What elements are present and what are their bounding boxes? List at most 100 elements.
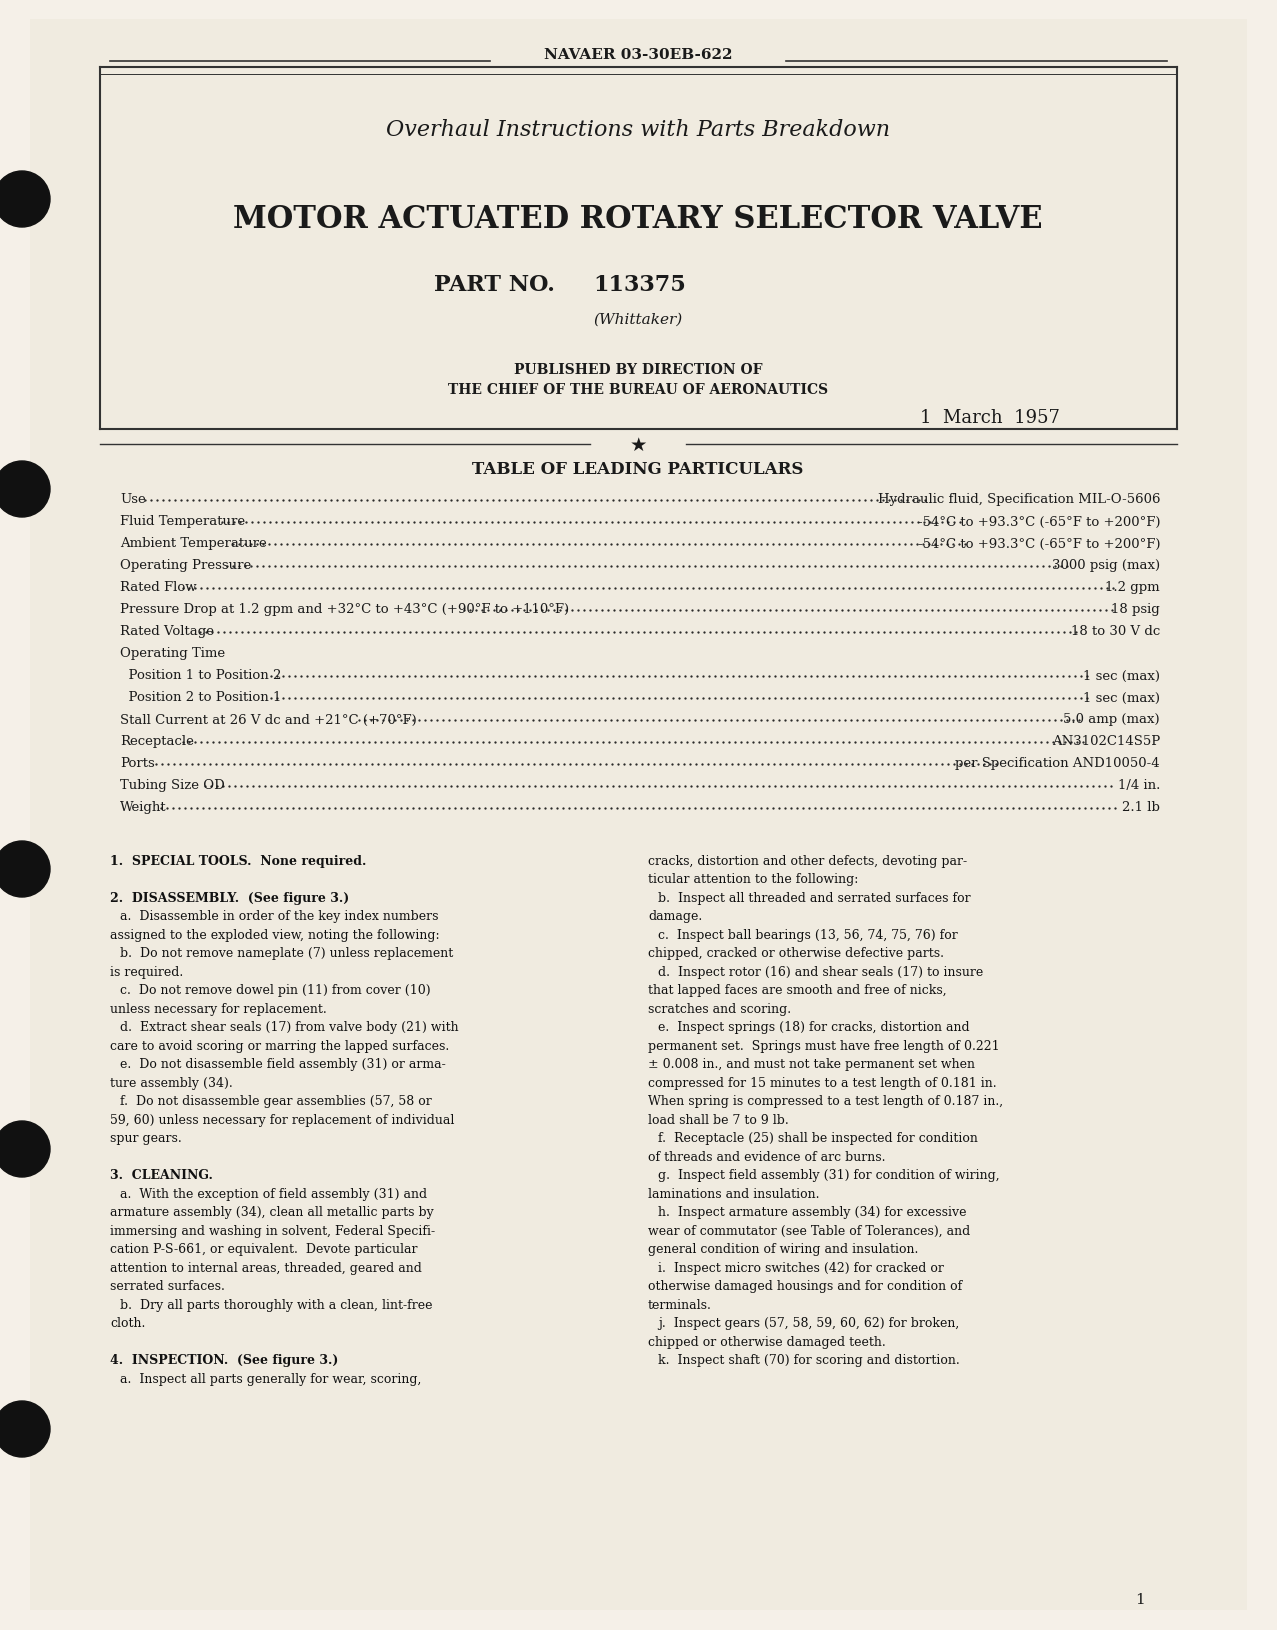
Text: Weight: Weight <box>120 800 166 813</box>
Text: 1 sec (max): 1 sec (max) <box>1083 668 1160 681</box>
Text: Operating Pressure: Operating Pressure <box>120 559 252 572</box>
Text: c.  Inspect ball bearings (13, 56, 74, 75, 76) for: c. Inspect ball bearings (13, 56, 74, 75… <box>659 929 958 942</box>
Text: ture assembly (34).: ture assembly (34). <box>110 1076 232 1089</box>
Text: PUBLISHED BY DIRECTION OF: PUBLISHED BY DIRECTION OF <box>513 363 762 377</box>
Text: permanent set.  Springs must have free length of 0.221: permanent set. Springs must have free le… <box>647 1040 1000 1053</box>
Text: Operating Time: Operating Time <box>120 647 225 660</box>
Text: f.  Receptacle (25) shall be inspected for condition: f. Receptacle (25) shall be inspected fo… <box>659 1131 978 1144</box>
Text: ± 0.008 in., and must not take permanent set when: ± 0.008 in., and must not take permanent… <box>647 1058 976 1071</box>
Circle shape <box>0 1121 50 1177</box>
Text: Ambient Temperature: Ambient Temperature <box>120 538 267 551</box>
Text: 1/4 in.: 1/4 in. <box>1117 779 1160 792</box>
Circle shape <box>0 171 50 228</box>
Text: a.  With the exception of field assembly (31) and: a. With the exception of field assembly … <box>120 1187 428 1200</box>
Text: attention to internal areas, threaded, geared and: attention to internal areas, threaded, g… <box>110 1262 421 1275</box>
Text: chipped, cracked or otherwise defective parts.: chipped, cracked or otherwise defective … <box>647 947 944 960</box>
Text: Position 1 to Position 2: Position 1 to Position 2 <box>120 668 281 681</box>
Text: 3.  CLEANING.: 3. CLEANING. <box>110 1169 213 1182</box>
Text: 1.  SPECIAL TOOLS.  None required.: 1. SPECIAL TOOLS. None required. <box>110 854 366 867</box>
Text: b.  Do not remove nameplate (7) unless replacement: b. Do not remove nameplate (7) unless re… <box>120 947 453 960</box>
Text: -54°C to +93.3°C (-65°F to +200°F): -54°C to +93.3°C (-65°F to +200°F) <box>917 515 1160 528</box>
Text: Rated Flow: Rated Flow <box>120 582 197 595</box>
Text: Position 2 to Position 1: Position 2 to Position 1 <box>120 691 281 704</box>
Text: cloth.: cloth. <box>110 1317 146 1330</box>
Text: Tubing Size OD: Tubing Size OD <box>120 779 225 792</box>
Text: 2.1 lb: 2.1 lb <box>1122 800 1160 813</box>
Text: k.  Inspect shaft (70) for scoring and distortion.: k. Inspect shaft (70) for scoring and di… <box>659 1353 960 1366</box>
Text: 18 to 30 V dc: 18 to 30 V dc <box>1070 626 1160 637</box>
Text: compressed for 15 minutes to a test length of 0.181 in.: compressed for 15 minutes to a test leng… <box>647 1076 996 1089</box>
Text: b.  Inspect all threaded and serrated surfaces for: b. Inspect all threaded and serrated sur… <box>659 892 971 905</box>
Text: Overhaul Instructions with Parts Breakdown: Overhaul Instructions with Parts Breakdo… <box>386 119 890 140</box>
Text: TABLE OF LEADING PARTICULARS: TABLE OF LEADING PARTICULARS <box>472 461 803 478</box>
Text: Stall Current at 26 V dc and +21°C (+70°F): Stall Current at 26 V dc and +21°C (+70°… <box>120 712 416 725</box>
Text: Pressure Drop at 1.2 gpm and +32°C to +43°C (+90°F to +110°F): Pressure Drop at 1.2 gpm and +32°C to +4… <box>120 603 570 616</box>
Text: 4.  INSPECTION.  (See figure 3.): 4. INSPECTION. (See figure 3.) <box>110 1353 338 1366</box>
Text: terminals.: terminals. <box>647 1297 711 1311</box>
Text: otherwise damaged housings and for condition of: otherwise damaged housings and for condi… <box>647 1280 963 1293</box>
Text: 1 sec (max): 1 sec (max) <box>1083 691 1160 704</box>
Text: ticular attention to the following:: ticular attention to the following: <box>647 874 858 887</box>
Circle shape <box>0 841 50 898</box>
Text: 2.  DISASSEMBLY.  (See figure 3.): 2. DISASSEMBLY. (See figure 3.) <box>110 892 349 905</box>
Text: c.  Do not remove dowel pin (11) from cover (10): c. Do not remove dowel pin (11) from cov… <box>120 985 432 998</box>
Text: Use: Use <box>120 494 146 507</box>
Text: a.  Disassemble in order of the key index numbers: a. Disassemble in order of the key index… <box>120 910 439 923</box>
Text: 59, 60) unless necessary for replacement of individual: 59, 60) unless necessary for replacement… <box>110 1113 455 1126</box>
Text: g.  Inspect field assembly (31) for condition of wiring,: g. Inspect field assembly (31) for condi… <box>659 1169 1000 1182</box>
Text: Hydraulic fluid, Specification MIL-O-5606: Hydraulic fluid, Specification MIL-O-560… <box>877 494 1160 507</box>
Text: of threads and evidence of arc burns.: of threads and evidence of arc burns. <box>647 1151 885 1164</box>
Text: spur gears.: spur gears. <box>110 1131 181 1144</box>
Text: 113375: 113375 <box>594 274 686 295</box>
Text: b.  Dry all parts thoroughly with a clean, lint-free: b. Dry all parts thoroughly with a clean… <box>120 1297 433 1311</box>
Text: ★: ★ <box>630 435 646 455</box>
Text: unless necessary for replacement.: unless necessary for replacement. <box>110 1002 327 1015</box>
Text: per Specification AND10050-4: per Specification AND10050-4 <box>955 756 1160 769</box>
Text: assigned to the exploded view, noting the following:: assigned to the exploded view, noting th… <box>110 929 439 942</box>
Text: 1  March  1957: 1 March 1957 <box>921 409 1060 427</box>
Text: -54°C to +93.3°C (-65°F to +200°F): -54°C to +93.3°C (-65°F to +200°F) <box>917 538 1160 551</box>
Text: laminations and insulation.: laminations and insulation. <box>647 1187 820 1200</box>
Circle shape <box>0 461 50 518</box>
Text: PART NO.: PART NO. <box>434 274 555 295</box>
Text: When spring is compressed to a test length of 0.187 in.,: When spring is compressed to a test leng… <box>647 1095 1004 1108</box>
Text: e.  Do not disassemble field assembly (31) or arma-: e. Do not disassemble field assembly (31… <box>120 1058 446 1071</box>
Text: 5.0 amp (max): 5.0 amp (max) <box>1064 712 1160 725</box>
Text: that lapped faces are smooth and free of nicks,: that lapped faces are smooth and free of… <box>647 985 946 998</box>
Text: Receptacle: Receptacle <box>120 735 194 748</box>
Text: general condition of wiring and insulation.: general condition of wiring and insulati… <box>647 1242 918 1255</box>
Text: 1.2 gpm: 1.2 gpm <box>1106 582 1160 595</box>
Text: armature assembly (34), clean all metallic parts by: armature assembly (34), clean all metall… <box>110 1206 434 1219</box>
Text: AN3102C14S5P: AN3102C14S5P <box>1052 735 1160 748</box>
Text: load shall be 7 to 9 lb.: load shall be 7 to 9 lb. <box>647 1113 789 1126</box>
Text: f.  Do not disassemble gear assemblies (57, 58 or: f. Do not disassemble gear assemblies (5… <box>120 1095 432 1108</box>
Text: care to avoid scoring or marring the lapped surfaces.: care to avoid scoring or marring the lap… <box>110 1040 450 1053</box>
Text: d.  Extract shear seals (17) from valve body (21) with: d. Extract shear seals (17) from valve b… <box>120 1020 460 1033</box>
Text: NAVAER 03-30EB-622: NAVAER 03-30EB-622 <box>544 47 732 62</box>
Text: serrated surfaces.: serrated surfaces. <box>110 1280 225 1293</box>
Text: a.  Inspect all parts generally for wear, scoring,: a. Inspect all parts generally for wear,… <box>120 1372 421 1386</box>
Text: 1: 1 <box>1135 1593 1145 1606</box>
Text: chipped or otherwise damaged teeth.: chipped or otherwise damaged teeth. <box>647 1335 886 1348</box>
Text: Fluid Temperature: Fluid Temperature <box>120 515 245 528</box>
Text: i.  Inspect micro switches (42) for cracked or: i. Inspect micro switches (42) for crack… <box>659 1262 945 1275</box>
Text: THE CHIEF OF THE BUREAU OF AERONAUTICS: THE CHIEF OF THE BUREAU OF AERONAUTICS <box>448 383 827 396</box>
Text: damage.: damage. <box>647 910 702 923</box>
Text: wear of commutator (see Table of Tolerances), and: wear of commutator (see Table of Toleran… <box>647 1224 971 1237</box>
Text: 3000 psig (max): 3000 psig (max) <box>1052 559 1160 572</box>
Text: is required.: is required. <box>110 965 184 978</box>
Text: h.  Inspect armature assembly (34) for excessive: h. Inspect armature assembly (34) for ex… <box>659 1206 967 1219</box>
Circle shape <box>0 1402 50 1457</box>
Text: Rated Voltage: Rated Voltage <box>120 626 215 637</box>
Text: e.  Inspect springs (18) for cracks, distortion and: e. Inspect springs (18) for cracks, dist… <box>659 1020 971 1033</box>
Text: cation P-S-661, or equivalent.  Devote particular: cation P-S-661, or equivalent. Devote pa… <box>110 1242 418 1255</box>
Text: 18 psig: 18 psig <box>1111 603 1160 616</box>
Text: j.  Inspect gears (57, 58, 59, 60, 62) for broken,: j. Inspect gears (57, 58, 59, 60, 62) fo… <box>659 1317 960 1330</box>
Text: (Whittaker): (Whittaker) <box>594 313 683 326</box>
Text: d.  Inspect rotor (16) and shear seals (17) to insure: d. Inspect rotor (16) and shear seals (1… <box>659 965 983 978</box>
Text: immersing and washing in solvent, Federal Specifi-: immersing and washing in solvent, Federa… <box>110 1224 435 1237</box>
Text: scratches and scoring.: scratches and scoring. <box>647 1002 792 1015</box>
Text: Ports: Ports <box>120 756 155 769</box>
Text: MOTOR ACTUATED ROTARY SELECTOR VALVE: MOTOR ACTUATED ROTARY SELECTOR VALVE <box>234 204 1043 235</box>
Text: cracks, distortion and other defects, devoting par-: cracks, distortion and other defects, de… <box>647 854 967 867</box>
